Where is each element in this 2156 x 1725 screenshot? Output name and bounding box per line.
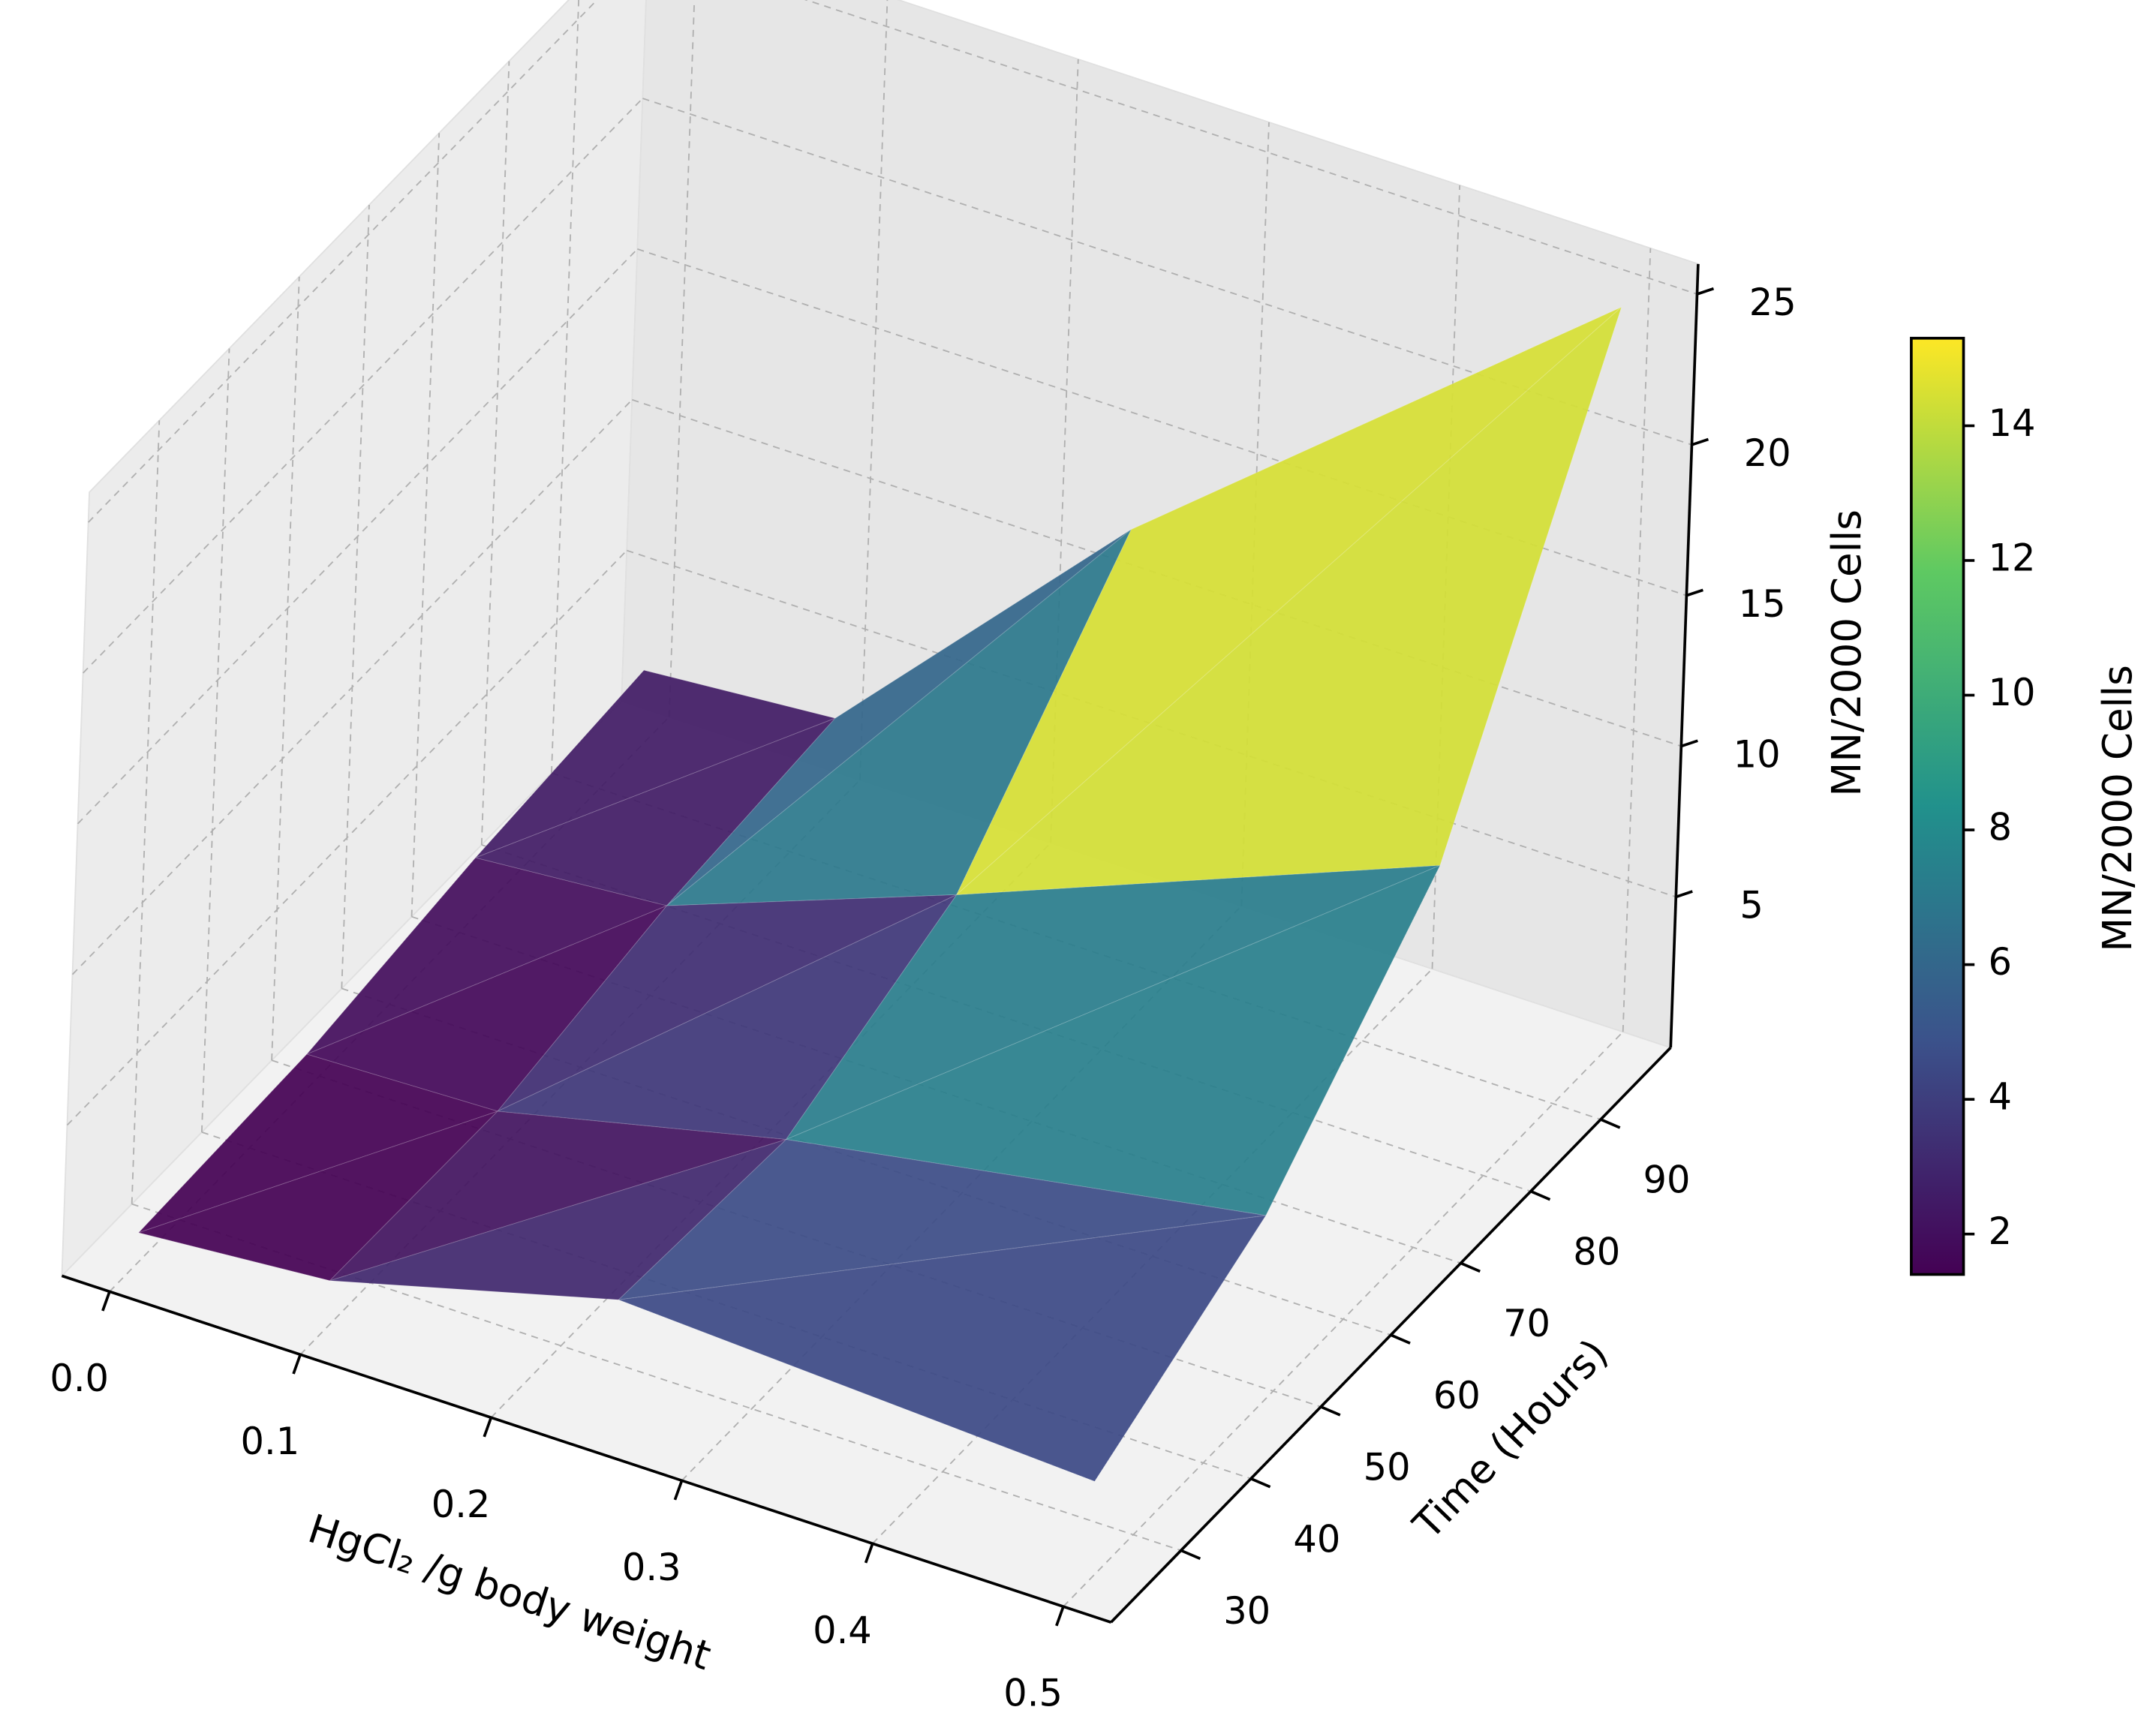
y-tick-label: 70 bbox=[1503, 1302, 1550, 1345]
x-tick-label: 0.2 bbox=[432, 1483, 491, 1526]
x-tick-label: 0.3 bbox=[622, 1546, 681, 1589]
plot-area: 0.0 0.1 0.2 0.3 0.4 0.5 30 40 50 60 70 80 90 5 10 15 20 2… bbox=[50, 0, 2141, 1715]
x-tick bbox=[864, 1543, 874, 1564]
colorbar-label: MN/2000 Cells bbox=[2094, 665, 2141, 952]
colorbar-tick-label: 4 bbox=[1989, 1075, 2012, 1119]
colorbar-tick-label: 8 bbox=[1989, 806, 2012, 849]
x-tick-label: 0.5 bbox=[1003, 1672, 1063, 1715]
x-tick bbox=[673, 1480, 684, 1501]
z-tick bbox=[1675, 890, 1693, 899]
surface-face bbox=[618, 1215, 1267, 1482]
x-tick bbox=[292, 1354, 302, 1375]
z-tick-label: 25 bbox=[1749, 281, 1797, 324]
grid-line bbox=[411, 915, 1461, 1264]
grid-line bbox=[804, 0, 1697, 295]
z-axis bbox=[1669, 263, 1700, 1048]
surface-face bbox=[784, 864, 1442, 1216]
x-tick bbox=[483, 1417, 493, 1438]
grid-line bbox=[481, 844, 1532, 1192]
surface-face bbox=[497, 894, 957, 1112]
grid-line bbox=[626, 549, 1676, 898]
surface-face bbox=[138, 1053, 499, 1234]
y-tick bbox=[1390, 1333, 1411, 1345]
y-tick-label: 40 bbox=[1293, 1517, 1340, 1561]
y-tick bbox=[1180, 1549, 1201, 1561]
x-axis-label: HgCl₂ /g body weight bbox=[302, 1505, 716, 1679]
z-tick-label: 20 bbox=[1744, 431, 1791, 475]
z-tick bbox=[1696, 287, 1715, 296]
y-tick-label: 30 bbox=[1223, 1589, 1270, 1633]
surface-face bbox=[955, 305, 1622, 896]
z-tick bbox=[1691, 437, 1709, 446]
x-tick bbox=[101, 1291, 111, 1312]
y-axis-label: Time (Hours) bbox=[1404, 1330, 1617, 1549]
grid-line bbox=[632, 398, 1682, 747]
grid-line bbox=[88, 0, 598, 523]
grid-line bbox=[66, 549, 627, 1126]
colorbar-tick-label: 14 bbox=[1989, 401, 2036, 445]
y-tick-label: 50 bbox=[1364, 1446, 1411, 1489]
y-tick-label: 60 bbox=[1433, 1374, 1481, 1417]
grid-line bbox=[82, 98, 644, 674]
y-tick bbox=[1320, 1405, 1341, 1417]
colorbar-tick-label: 6 bbox=[1989, 940, 2012, 984]
x-tick-label: 0.4 bbox=[813, 1609, 872, 1652]
x-tick-label: 0.1 bbox=[241, 1420, 300, 1463]
colorbar-tick-label: 2 bbox=[1989, 1210, 2012, 1253]
y-tick bbox=[1250, 1477, 1271, 1489]
y-tick bbox=[1600, 1118, 1621, 1129]
z-tick-label: 5 bbox=[1740, 884, 1763, 927]
colorbar-tick-label: 10 bbox=[1989, 671, 2036, 714]
y-tick bbox=[1530, 1190, 1551, 1201]
z-tick-label: 10 bbox=[1734, 733, 1781, 777]
grid-line bbox=[551, 772, 1601, 1120]
z-axis-label: MN/2000 Cells bbox=[1824, 509, 1870, 797]
x-axis bbox=[61, 1274, 1112, 1624]
colorbar bbox=[1910, 336, 1965, 1276]
colorbar-tick-label: 12 bbox=[1989, 536, 2036, 579]
surface-face bbox=[474, 717, 836, 906]
y-tick bbox=[1460, 1261, 1481, 1273]
grid-line bbox=[77, 248, 638, 825]
z-tick bbox=[1680, 739, 1698, 748]
grid-line bbox=[71, 399, 633, 975]
z-tick-label: 15 bbox=[1739, 582, 1786, 626]
x-tick-label: 0.0 bbox=[50, 1357, 109, 1400]
surface-face bbox=[329, 1139, 786, 1300]
y-tick-label: 90 bbox=[1643, 1159, 1691, 1202]
y-tick-label: 80 bbox=[1573, 1230, 1620, 1273]
z-tick bbox=[1685, 588, 1703, 597]
x-tick bbox=[1055, 1606, 1065, 1627]
grid-line bbox=[131, 1203, 1182, 1552]
y-axis bbox=[1110, 1046, 1672, 1624]
